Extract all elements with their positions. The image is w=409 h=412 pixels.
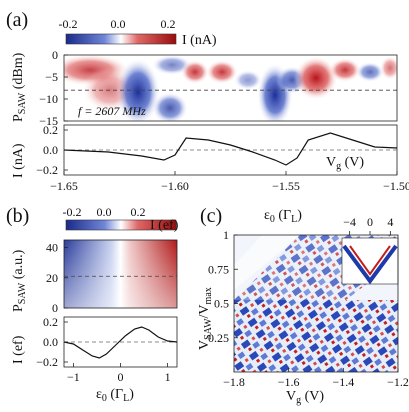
panel-a-trace-ytick-label: 0.0 (43, 143, 58, 157)
panel-c-xtick-label: −1.8 (223, 375, 245, 389)
panel-b-map-ylabel: PSAW (a.u.) (11, 249, 28, 312)
panel-b-trace-ytick-label: 0.2 (43, 315, 58, 329)
panel-a-trace (63, 132, 398, 166)
panel-b-label: (b) (6, 205, 29, 227)
panel-a-xtick-label: −1.60 (161, 179, 189, 193)
panel-a-heatmap (64, 55, 397, 121)
panel-c-ytick-label: 1 (223, 228, 229, 242)
panel-a-colorbar (65, 33, 177, 45)
panel-a-xtick-label: −1.65 (50, 179, 78, 193)
panel-a-heatmap-frame (63, 54, 398, 122)
panel-b-heatmap (64, 240, 177, 308)
panel-b-trace-ytick-label: −0.2 (36, 355, 58, 369)
panel-c-ytick-label: 0.5 (214, 297, 229, 311)
panel-a-trace-ytick-label: −0.2 (36, 163, 58, 177)
panel-a-map-ylabel: PSAW (dBm) (11, 52, 28, 122)
panel-a-map-ytick-label: −10 (39, 92, 58, 106)
panel-c-ytick-label: 0.25 (208, 331, 229, 345)
panel-c-inset-vshape (342, 244, 398, 285)
panel-a-annotation: f = 2607 MHz (78, 104, 146, 118)
panel-a-colorbar-label: I (nA) (182, 33, 217, 48)
panel-a-xlabel: Vg (V) (326, 155, 364, 172)
panel-a-map-ytick-label: 0 (52, 48, 58, 62)
panel-a-label: (a) (6, 9, 28, 31)
panel-b-colorbar-tick: -0.2 (63, 205, 82, 219)
panel-c-top-tick-label: 0 (367, 215, 373, 229)
panel-c-top-axis-label: ε0 (ΓL) (264, 208, 302, 225)
panel-c-ytick-label: 0.75 (208, 262, 229, 276)
panel-c-inset-vshape-red (349, 245, 391, 276)
panel-b-heatmap-frame (63, 239, 178, 309)
panel-b-map-ytick-label: 40 (46, 241, 58, 255)
panel-b-colorbar-tick: 0.2 (131, 205, 146, 219)
panel-c-xlabel: Vg (V) (286, 389, 324, 406)
panel-a-xtick-label: −1.55 (272, 179, 300, 193)
panel-c-xtick-label: −1.6 (278, 375, 300, 389)
panel-a-colorbar-tick: -0.2 (59, 17, 78, 31)
panel-a-trace-ylabel: I (nA) (11, 143, 26, 178)
panel-c-xtick-label: −1.2 (387, 375, 409, 389)
panel-a-trace-ytick-label: 0.2 (43, 123, 58, 137)
panel-b-xtick-label: −1 (67, 370, 80, 384)
panel-b-colorbar-label: I (ef) (150, 218, 179, 233)
panel-c-xtick-label: −1.4 (332, 375, 354, 389)
panel-a-map-ytick-label: −15 (39, 114, 58, 128)
panel-c-ylabel: VSAW/Vmax (197, 287, 214, 350)
panel-b-trace-ylabel: I (ef) (11, 335, 26, 364)
panel-b-map-ytick-label: 0 (52, 301, 58, 315)
panel-a-xtick-label: −1.50 (383, 179, 409, 193)
panel-c-inset-background (341, 237, 399, 285)
panel-b-trace-ytick-label: 0.0 (43, 335, 58, 349)
panel-a-colorbar-tick: 0.0 (111, 17, 126, 31)
panel-b-map-ytick-label: 20 (46, 271, 58, 285)
panel-a-map-ytick-label: −5 (45, 70, 58, 84)
panel-c-top-tick-label: −4 (343, 215, 356, 229)
panel-c-top-tick-label: 4 (387, 215, 393, 229)
panel-b-colorbar-tick: 0.0 (97, 205, 112, 219)
panel-b-trace (63, 326, 178, 359)
panel-b-colorbar (65, 219, 177, 231)
panel-b-xtick-label: 1 (165, 370, 171, 384)
panel-b-xtick-label: 0 (118, 370, 124, 384)
panel-b-xlabel: ε0 (ΓL) (96, 387, 134, 404)
panel-a-colorbar-tick: 0.2 (161, 17, 176, 31)
panel-c-label: (c) (200, 205, 222, 227)
